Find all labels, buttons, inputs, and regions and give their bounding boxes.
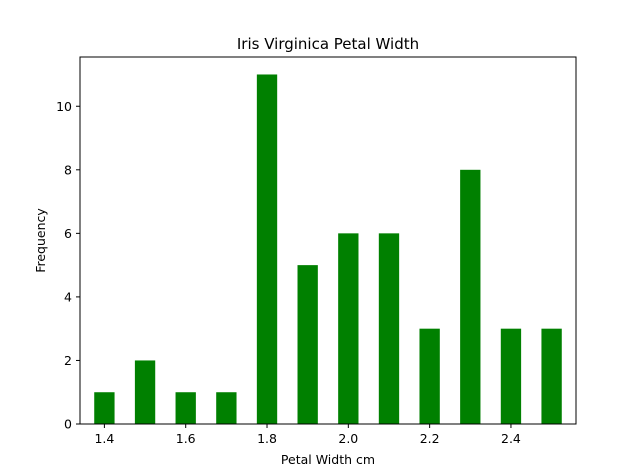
- x-tick-label: 2.4: [501, 431, 521, 446]
- x-tick-label: 1.8: [257, 431, 277, 446]
- bar-1.4: [94, 392, 115, 424]
- bar-1.7: [216, 392, 237, 424]
- x-axis-label: Petal Width cm: [281, 452, 375, 467]
- y-axis-label: Frequency: [33, 208, 48, 273]
- bar-1.6: [175, 392, 196, 424]
- y-tick-label: 4: [64, 289, 72, 304]
- bar-2.0: [338, 233, 359, 424]
- y-tick-label: 6: [64, 226, 72, 241]
- x-tick-label: 2.2: [420, 431, 440, 446]
- bar-1.5: [134, 360, 156, 424]
- bar-2.3: [460, 169, 481, 424]
- bar-2.2: [419, 328, 440, 424]
- x-tick-label: 1.4: [94, 431, 114, 446]
- bar-2.1: [378, 233, 400, 424]
- bar-1.8: [256, 74, 278, 424]
- y-tick-label: 10: [56, 99, 72, 114]
- bar-2.4: [500, 328, 522, 424]
- bar-2.5: [541, 328, 562, 424]
- x-tick-label: 1.6: [176, 431, 196, 446]
- plot-frame: [79, 56, 577, 425]
- x-tick-label: 2.0: [338, 431, 358, 446]
- bars-group: [94, 74, 562, 424]
- chart-title: Iris Virginica Petal Width: [237, 35, 419, 53]
- y-axis: 0 2 4 6 8 10: [56, 99, 80, 432]
- y-tick-label: 0: [64, 417, 72, 432]
- y-tick-label: 8: [64, 162, 72, 177]
- y-tick-label: 2: [64, 353, 72, 368]
- x-axis: 1.4 1.6 1.8 2.0 2.2 2.4: [94, 424, 521, 446]
- bar-1.9: [297, 265, 318, 424]
